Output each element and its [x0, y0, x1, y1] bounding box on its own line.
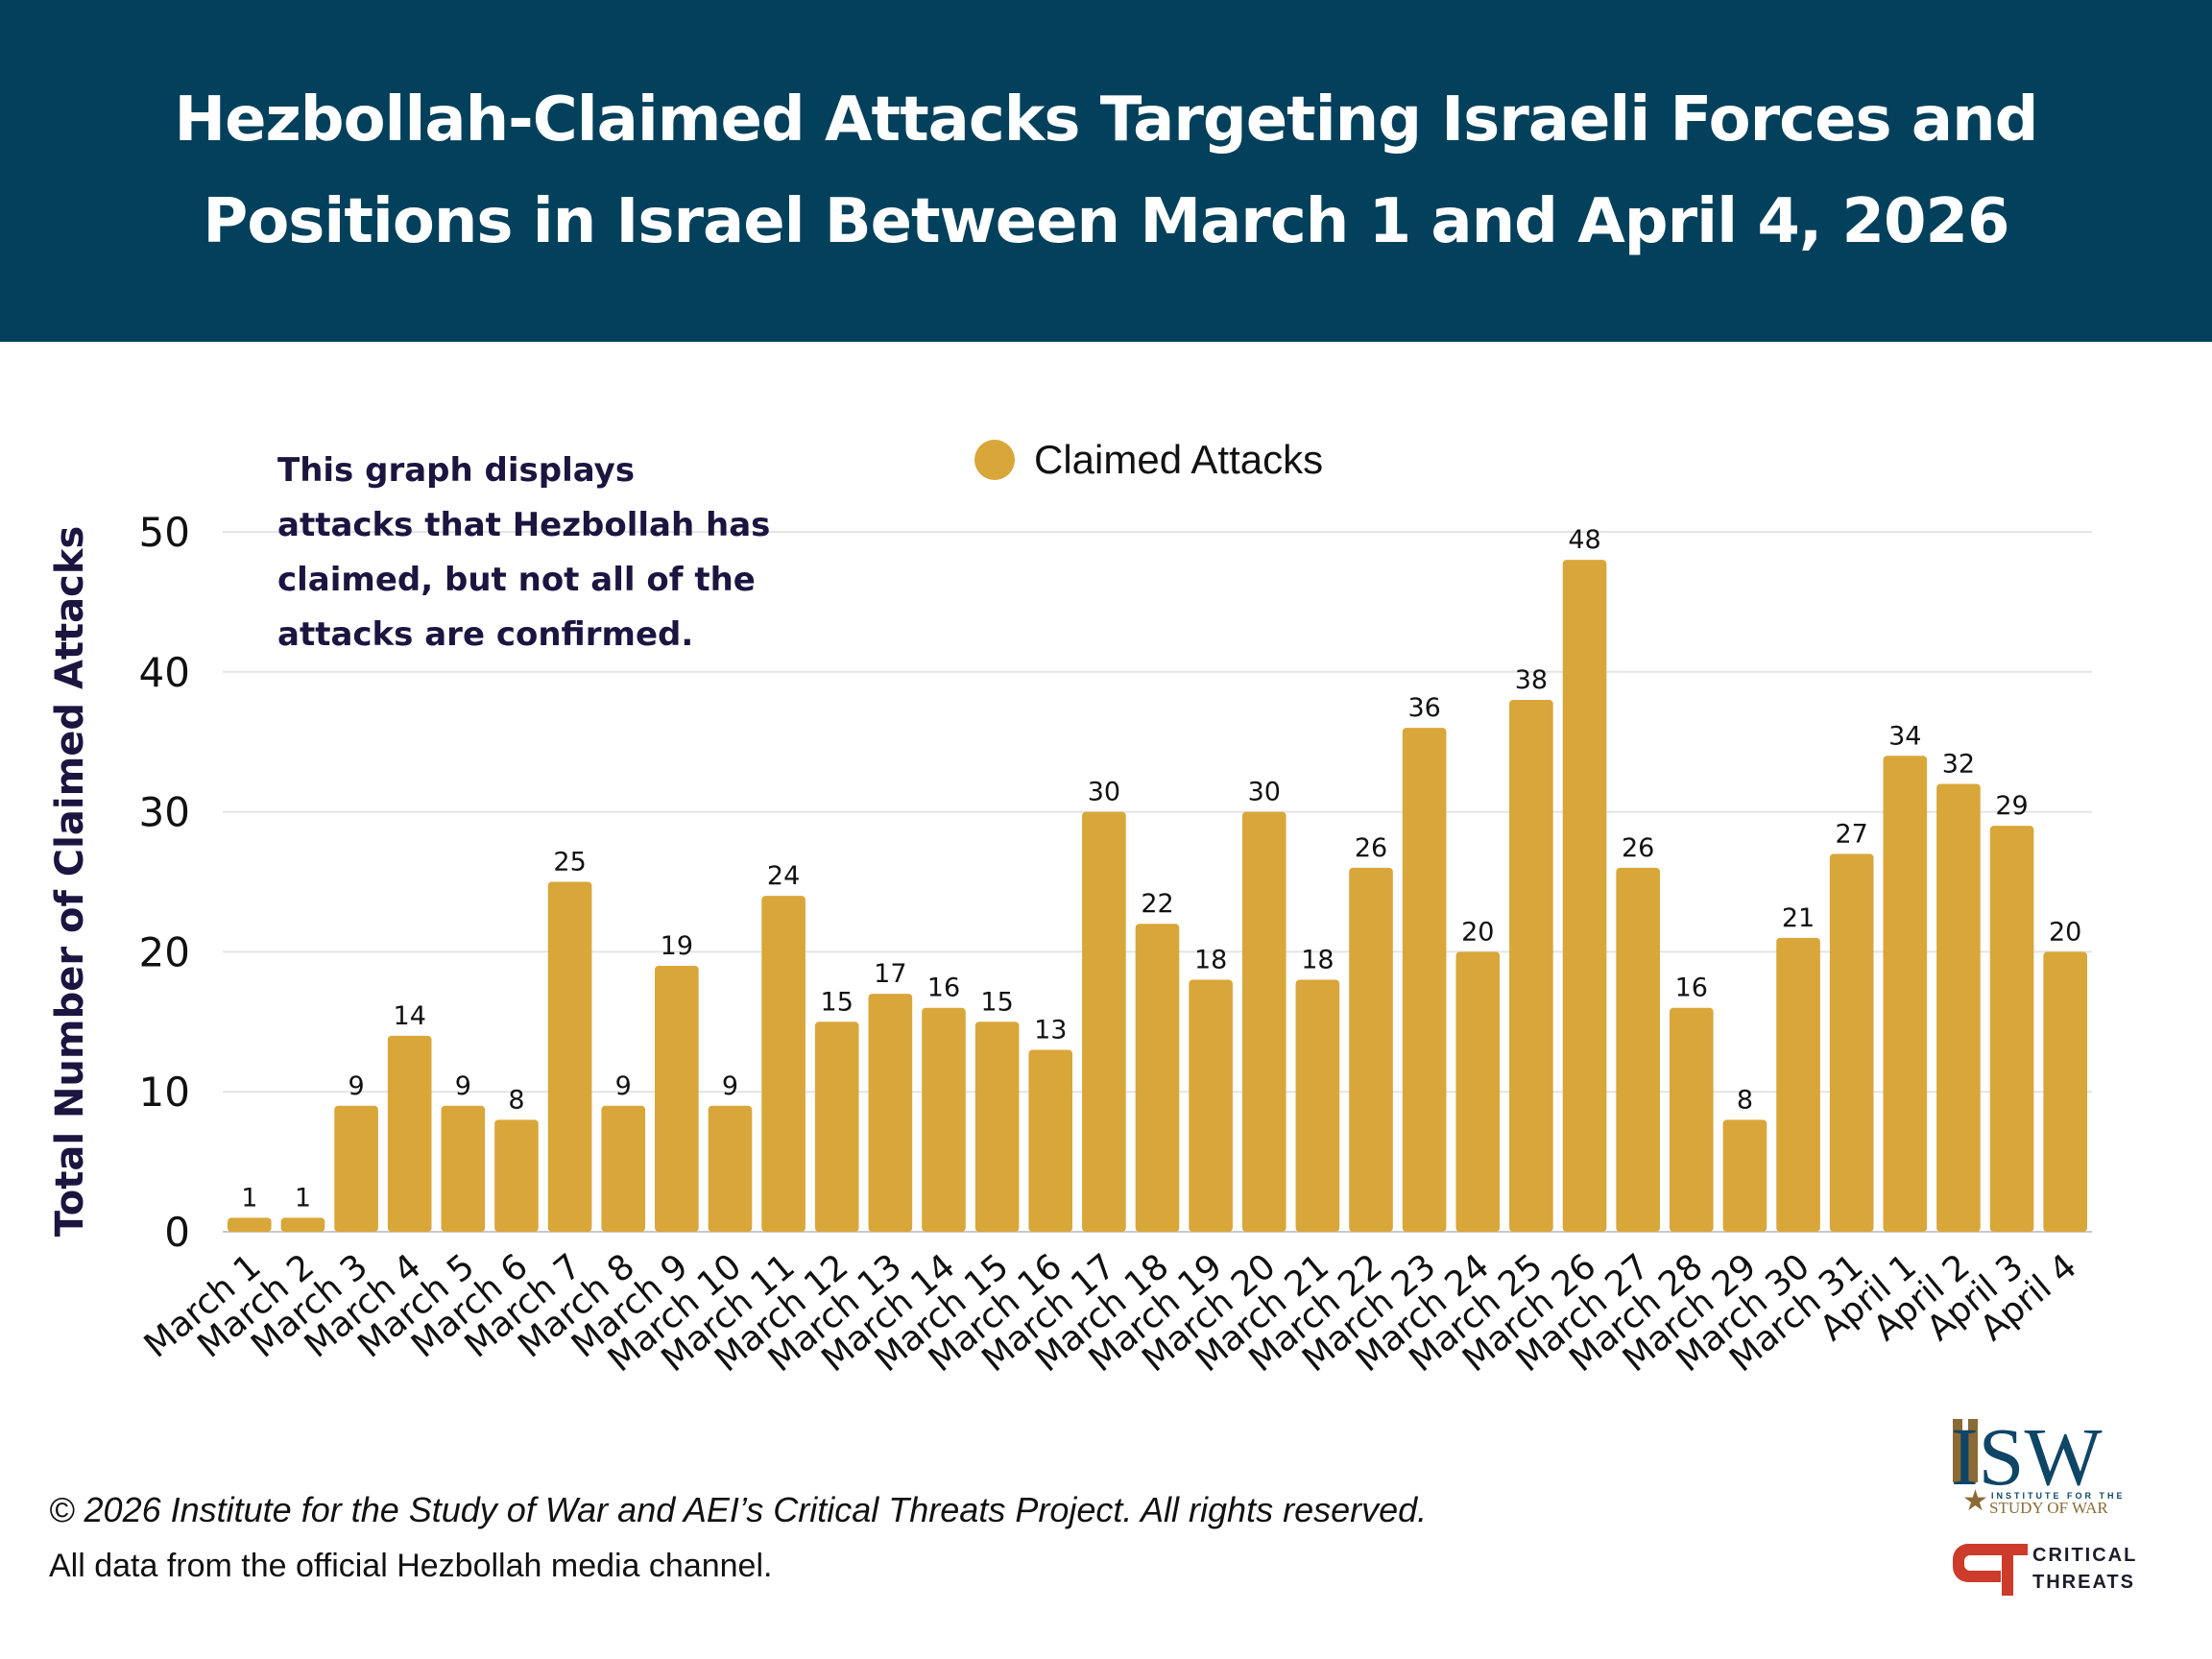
- svg-text:ISW: ISW: [1951, 1411, 2103, 1503]
- bar: [1936, 783, 1981, 1232]
- bar: [1669, 1007, 1714, 1232]
- data-label: 8: [1737, 1085, 1753, 1115]
- data-label: 15: [821, 987, 854, 1017]
- bar: [974, 1022, 1020, 1232]
- star-icon: ★: [1962, 1485, 1988, 1517]
- data-label: 9: [348, 1071, 364, 1101]
- svg-text:INSTITUTE FOR THE: INSTITUTE FOR THE: [1991, 1491, 2126, 1501]
- y-axis-title: Total Number of Claimed Attacks: [48, 526, 92, 1238]
- bar: [922, 1007, 966, 1232]
- bar: [1829, 854, 1874, 1232]
- data-label: 34: [1888, 721, 1921, 751]
- data-label: 22: [1141, 889, 1173, 919]
- bar: [1402, 728, 1447, 1232]
- y-tick-label: 0: [164, 1209, 190, 1256]
- data-label: 24: [767, 861, 800, 891]
- bar: [1883, 756, 1928, 1232]
- svg-text:STUDY OF WAR: STUDY OF WAR: [1989, 1499, 2108, 1517]
- svg-text:CRITICAL: CRITICAL: [2032, 1545, 2137, 1566]
- y-tick-label: 40: [139, 649, 190, 696]
- legend-swatch: [974, 440, 1015, 480]
- data-label: 1: [241, 1183, 257, 1213]
- data-label: 15: [980, 987, 1013, 1017]
- bar: [228, 1217, 272, 1232]
- bar: [868, 994, 913, 1232]
- svg-text:THREATS: THREATS: [2032, 1572, 2135, 1593]
- y-tick-label: 20: [139, 928, 190, 975]
- bar: [1189, 979, 1233, 1232]
- copyright-text: © 2026 Institute for the Study of War an…: [49, 1490, 1428, 1529]
- bar: [1509, 699, 1553, 1232]
- data-label: 30: [1088, 778, 1120, 807]
- data-label: 8: [508, 1085, 524, 1115]
- data-label: 14: [394, 1001, 426, 1031]
- data-label: 30: [1248, 778, 1281, 807]
- bar: [1616, 867, 1660, 1232]
- bar: [2043, 951, 2087, 1232]
- data-label: 25: [553, 848, 586, 878]
- data-label: 36: [1407, 693, 1440, 723]
- header-banner: Hezbollah-Claimed Attacks Targeting Isra…: [0, 0, 2212, 342]
- isw-logo: ISW ★ INSTITUTE FOR THE STUDY OF WAR: [1951, 1411, 2126, 1517]
- y-tick-label: 50: [139, 509, 190, 556]
- data-label: 26: [1622, 833, 1654, 863]
- bar: [1989, 826, 2034, 1232]
- data-label: 38: [1515, 665, 1548, 695]
- data-label: 16: [927, 974, 960, 1003]
- chart-note: This graph displays attacks that Hezboll…: [277, 451, 771, 654]
- bar: [1562, 560, 1607, 1232]
- bar: [601, 1105, 646, 1232]
- source-text: All data from the official Hezbollah med…: [49, 1548, 773, 1584]
- bar: [1082, 811, 1126, 1232]
- bar: [1455, 951, 1501, 1232]
- y-tick-label: 30: [139, 789, 190, 836]
- data-label: 19: [661, 931, 693, 961]
- bar: [1295, 979, 1340, 1232]
- critical-threats-logo: CRITICAL THREATS: [1953, 1544, 2137, 1596]
- bar: [547, 881, 592, 1232]
- data-label: 18: [1301, 946, 1334, 975]
- data-label: 27: [1835, 819, 1867, 849]
- data-label: 20: [2049, 917, 2081, 947]
- logos: ISW ★ INSTITUTE FOR THE STUDY OF WAR CRI…: [1951, 1411, 2137, 1596]
- data-label: 48: [1568, 525, 1600, 555]
- chart-title: Hezbollah-Claimed Attacks Targeting Isra…: [174, 84, 2039, 257]
- data-label: 20: [1461, 917, 1494, 947]
- bar: [334, 1105, 378, 1232]
- bar: [1776, 937, 1820, 1232]
- bar: [494, 1119, 539, 1232]
- bar: [1135, 924, 1180, 1232]
- legend: Claimed Attacks: [974, 437, 1323, 483]
- bar: [655, 965, 699, 1232]
- data-label: 16: [1675, 974, 1708, 1003]
- bar: [1722, 1119, 1767, 1232]
- data-label: 1: [295, 1183, 311, 1213]
- bar: [1349, 867, 1393, 1232]
- data-label: 9: [722, 1071, 738, 1101]
- data-label: 29: [1995, 791, 2028, 821]
- data-label: 9: [455, 1071, 471, 1101]
- bar: [1028, 1049, 1073, 1232]
- bar: [280, 1217, 325, 1232]
- bar: [761, 896, 805, 1232]
- y-tick-label: 10: [139, 1069, 190, 1116]
- bar: [387, 1035, 432, 1232]
- bar: [441, 1105, 486, 1232]
- data-label: 13: [1034, 1015, 1067, 1045]
- bar: [708, 1105, 753, 1232]
- bar: [814, 1022, 859, 1232]
- data-label: 26: [1355, 833, 1387, 863]
- data-label: 18: [1194, 946, 1227, 975]
- data-label: 17: [874, 959, 906, 989]
- bar: [1241, 811, 1286, 1232]
- data-label: 9: [615, 1071, 632, 1101]
- data-label: 21: [1782, 903, 1815, 933]
- legend-label: Claimed Attacks: [1034, 437, 1324, 482]
- data-label: 32: [1942, 749, 1975, 779]
